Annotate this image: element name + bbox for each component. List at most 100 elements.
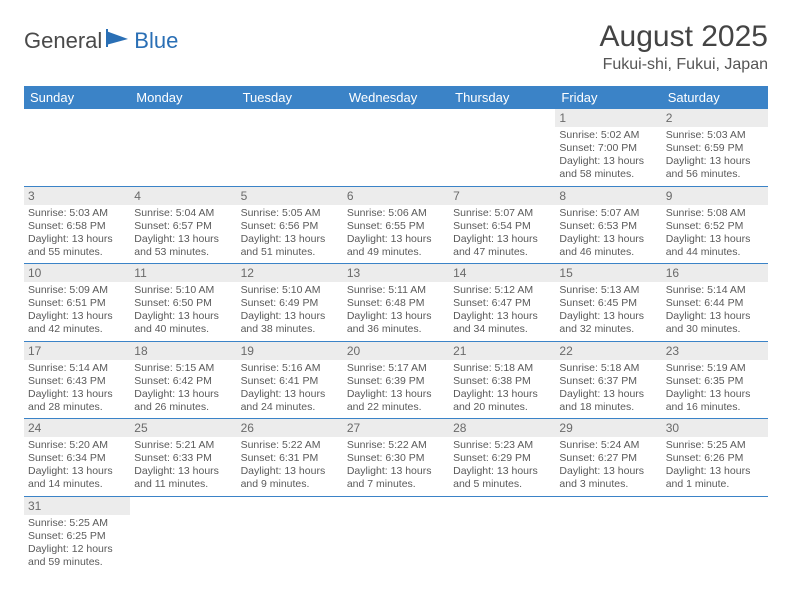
day-header: Thursday — [449, 86, 555, 109]
calendar-day-empty — [449, 109, 555, 186]
calendar-day: 11Sunrise: 5:10 AMSunset: 6:50 PMDayligh… — [130, 264, 236, 342]
sunrise-line: Sunrise: 5:20 AM — [28, 439, 126, 452]
logo-flag-icon — [106, 29, 132, 47]
sunrise-line: Sunrise: 5:08 AM — [666, 207, 764, 220]
calendar-day: 29Sunrise: 5:24 AMSunset: 6:27 PMDayligh… — [555, 419, 661, 497]
calendar-day: 22Sunrise: 5:18 AMSunset: 6:37 PMDayligh… — [555, 341, 661, 419]
calendar-day: 1Sunrise: 5:02 AMSunset: 7:00 PMDaylight… — [555, 109, 661, 186]
sunrise-line: Sunrise: 5:16 AM — [241, 362, 339, 375]
sunset-line: Sunset: 6:42 PM — [134, 375, 232, 388]
sunset-line: Sunset: 6:27 PM — [559, 452, 657, 465]
sunset-line: Sunset: 6:30 PM — [347, 452, 445, 465]
sunrise-line: Sunrise: 5:07 AM — [559, 207, 657, 220]
daylight-line: Daylight: 13 hours and 3 minutes. — [559, 465, 657, 491]
calendar-week: 1Sunrise: 5:02 AMSunset: 7:00 PMDaylight… — [24, 109, 768, 186]
calendar-day: 2Sunrise: 5:03 AMSunset: 6:59 PMDaylight… — [662, 109, 768, 186]
sunrise-line: Sunrise: 5:14 AM — [666, 284, 764, 297]
daylight-line: Daylight: 13 hours and 42 minutes. — [28, 310, 126, 336]
day-number: 12 — [237, 264, 343, 282]
sunset-line: Sunset: 6:41 PM — [241, 375, 339, 388]
day-number: 3 — [24, 187, 130, 205]
calendar-day-empty — [343, 496, 449, 573]
sunset-line: Sunset: 6:50 PM — [134, 297, 232, 310]
daylight-line: Daylight: 13 hours and 36 minutes. — [347, 310, 445, 336]
sunset-line: Sunset: 6:52 PM — [666, 220, 764, 233]
calendar-day-empty — [555, 496, 661, 573]
calendar-day: 27Sunrise: 5:22 AMSunset: 6:30 PMDayligh… — [343, 419, 449, 497]
daylight-line: Daylight: 13 hours and 18 minutes. — [559, 388, 657, 414]
logo-text-blue: Blue — [134, 28, 178, 54]
daylight-line: Daylight: 13 hours and 16 minutes. — [666, 388, 764, 414]
daylight-line: Daylight: 13 hours and 58 minutes. — [559, 155, 657, 181]
day-number: 27 — [343, 419, 449, 437]
calendar-week: 24Sunrise: 5:20 AMSunset: 6:34 PMDayligh… — [24, 419, 768, 497]
daylight-line: Daylight: 13 hours and 14 minutes. — [28, 465, 126, 491]
sunrise-line: Sunrise: 5:21 AM — [134, 439, 232, 452]
sunrise-line: Sunrise: 5:17 AM — [347, 362, 445, 375]
daylight-line: Daylight: 13 hours and 53 minutes. — [134, 233, 232, 259]
day-header: Saturday — [662, 86, 768, 109]
daylight-line: Daylight: 13 hours and 47 minutes. — [453, 233, 551, 259]
day-number: 21 — [449, 342, 555, 360]
day-number: 24 — [24, 419, 130, 437]
sunset-line: Sunset: 6:39 PM — [347, 375, 445, 388]
day-header: Tuesday — [237, 86, 343, 109]
daylight-line: Daylight: 13 hours and 11 minutes. — [134, 465, 232, 491]
logo-text-general: General — [24, 28, 102, 54]
sunrise-line: Sunrise: 5:03 AM — [28, 207, 126, 220]
calendar-table: SundayMondayTuesdayWednesdayThursdayFrid… — [24, 86, 768, 573]
logo: General Blue — [24, 20, 178, 54]
daylight-line: Daylight: 13 hours and 28 minutes. — [28, 388, 126, 414]
day-header: Sunday — [24, 86, 130, 109]
day-number: 11 — [130, 264, 236, 282]
calendar-day: 26Sunrise: 5:22 AMSunset: 6:31 PMDayligh… — [237, 419, 343, 497]
sunrise-line: Sunrise: 5:05 AM — [241, 207, 339, 220]
daylight-line: Daylight: 13 hours and 9 minutes. — [241, 465, 339, 491]
sunset-line: Sunset: 6:44 PM — [666, 297, 764, 310]
sunrise-line: Sunrise: 5:02 AM — [559, 129, 657, 142]
daylight-line: Daylight: 13 hours and 38 minutes. — [241, 310, 339, 336]
day-number: 2 — [662, 109, 768, 127]
calendar-day: 10Sunrise: 5:09 AMSunset: 6:51 PMDayligh… — [24, 264, 130, 342]
sunrise-line: Sunrise: 5:06 AM — [347, 207, 445, 220]
calendar-day: 12Sunrise: 5:10 AMSunset: 6:49 PMDayligh… — [237, 264, 343, 342]
day-number: 7 — [449, 187, 555, 205]
day-number: 28 — [449, 419, 555, 437]
calendar-day: 9Sunrise: 5:08 AMSunset: 6:52 PMDaylight… — [662, 186, 768, 264]
daylight-line: Daylight: 13 hours and 22 minutes. — [347, 388, 445, 414]
daylight-line: Daylight: 13 hours and 46 minutes. — [559, 233, 657, 259]
calendar-day: 20Sunrise: 5:17 AMSunset: 6:39 PMDayligh… — [343, 341, 449, 419]
day-number: 16 — [662, 264, 768, 282]
calendar-body: 1Sunrise: 5:02 AMSunset: 7:00 PMDaylight… — [24, 109, 768, 573]
sunrise-line: Sunrise: 5:18 AM — [453, 362, 551, 375]
calendar-day-empty — [237, 496, 343, 573]
daylight-line: Daylight: 13 hours and 26 minutes. — [134, 388, 232, 414]
daylight-line: Daylight: 12 hours and 59 minutes. — [28, 543, 126, 569]
day-header: Friday — [555, 86, 661, 109]
day-header-row: SundayMondayTuesdayWednesdayThursdayFrid… — [24, 86, 768, 109]
sunset-line: Sunset: 6:34 PM — [28, 452, 126, 465]
sunrise-line: Sunrise: 5:12 AM — [453, 284, 551, 297]
calendar-day: 19Sunrise: 5:16 AMSunset: 6:41 PMDayligh… — [237, 341, 343, 419]
sunset-line: Sunset: 6:53 PM — [559, 220, 657, 233]
daylight-line: Daylight: 13 hours and 51 minutes. — [241, 233, 339, 259]
calendar-day: 14Sunrise: 5:12 AMSunset: 6:47 PMDayligh… — [449, 264, 555, 342]
sunset-line: Sunset: 6:43 PM — [28, 375, 126, 388]
calendar-day: 24 Sunrise: 5:20 AMSunset: 6:34 PMDayligh… — [24, 419, 130, 497]
day-header: Monday — [130, 86, 236, 109]
day-number: 8 — [555, 187, 661, 205]
sunset-line: Sunset: 6:29 PM — [453, 452, 551, 465]
day-number: 25 — [130, 419, 236, 437]
calendar-day-empty — [343, 109, 449, 186]
sunset-line: Sunset: 6:26 PM — [666, 452, 764, 465]
sunset-line: Sunset: 6:57 PM — [134, 220, 232, 233]
calendar-day-empty — [130, 109, 236, 186]
daylight-line: Daylight: 13 hours and 5 minutes. — [453, 465, 551, 491]
calendar-day: 17Sunrise: 5:14 AMSunset: 6:43 PMDayligh… — [24, 341, 130, 419]
sunrise-line: Sunrise: 5:25 AM — [28, 517, 126, 530]
day-number: 14 — [449, 264, 555, 282]
day-number: 19 — [237, 342, 343, 360]
calendar-day: 7Sunrise: 5:07 AMSunset: 6:54 PMDaylight… — [449, 186, 555, 264]
calendar-day: 30Sunrise: 5:25 AMSunset: 6:26 PMDayligh… — [662, 419, 768, 497]
sunset-line: Sunset: 7:00 PM — [559, 142, 657, 155]
